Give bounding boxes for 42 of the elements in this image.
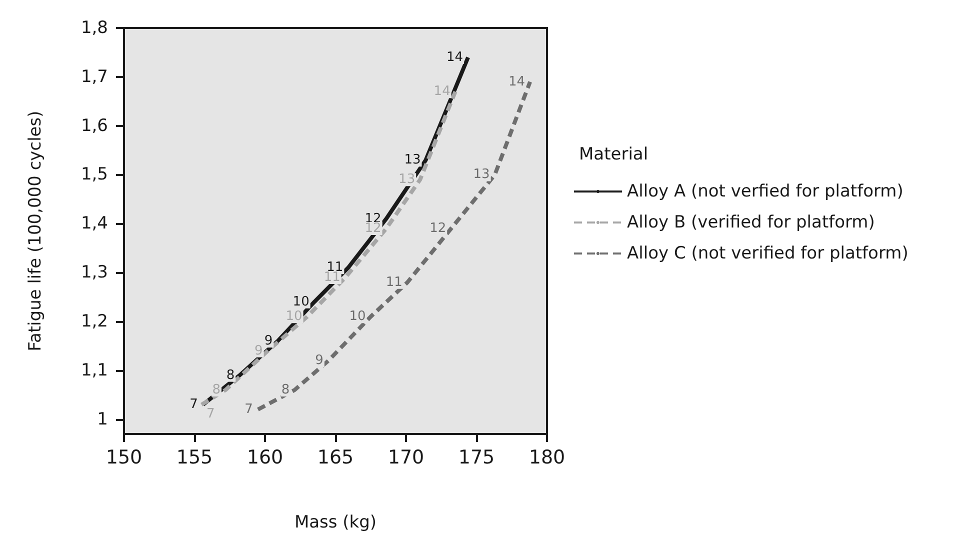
y-tick-label: 1,2 [80,311,108,332]
annotation: 14 [434,84,450,100]
x-tick-label: 180 [528,446,566,468]
annotation: 10 [286,309,302,324]
annotation: 9 [264,334,273,349]
y-tick-label: 1,7 [80,66,108,87]
legend-label: Alloy B (verified for platform) [627,212,875,232]
annotation: 11 [386,274,402,290]
annotation: 13 [404,152,421,168]
x-tick-label: 175 [458,446,495,468]
annotation: 10 [349,309,366,324]
annotation: 8 [212,382,221,398]
annotation: 7 [244,402,253,418]
annotation: 13 [398,172,416,188]
legend-title: Material [579,144,648,164]
y-tick-label: 1,8 [80,18,108,38]
annotation: 12 [430,221,446,236]
y-tick-label: 1,4 [80,214,108,234]
annotation: 7 [190,397,198,412]
annotation: 7 [206,406,215,422]
annotation: 9 [254,343,263,358]
x-axis-title: Mass (kg) [294,512,377,532]
x-tick-label: 155 [176,446,213,468]
x-tick-label: 165 [317,446,354,468]
x-tick-label: 150 [106,446,142,468]
annotation: 10 [292,294,310,310]
legend-label: Alloy C (not verified for platform) [627,244,908,264]
annotation: 8 [281,382,290,398]
legend-label: Alloy A (not verfied for platform) [627,182,904,202]
annotation: 9 [315,353,324,368]
annotation: 8 [226,368,235,383]
annotation: 14 [508,74,526,90]
y-tick-label: 1,5 [80,164,108,185]
annotation: 14 [446,50,464,65]
y-axis-title: Fatigue life (100,000 cycles) [26,110,46,352]
x-tick-label: 160 [246,446,284,468]
y-tick-label: 1,1 [80,360,108,380]
x-tick-label: 170 [388,446,424,468]
annotation: 13 [473,167,490,182]
y-tick-label: 1 [97,409,108,430]
y-tick-label: 1,6 [80,116,108,136]
y-tick-label: 1,3 [80,262,108,283]
